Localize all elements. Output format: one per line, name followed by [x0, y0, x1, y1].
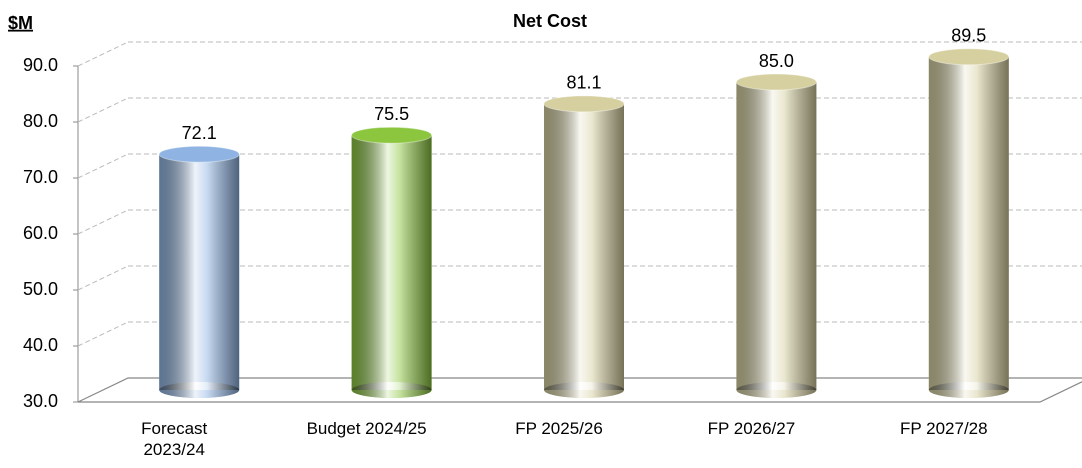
y-tick-label: 30.0: [23, 391, 58, 411]
x-tick-label: Forecast 2023/24: [141, 419, 208, 459]
x-tick-label: Budget 2024/25: [306, 419, 427, 438]
grid-line: [77, 97, 129, 123]
bar-shade: [736, 82, 817, 390]
bar-shade: [159, 154, 240, 390]
y-tick-label: 80.0: [23, 111, 58, 131]
bar-shade: [928, 56, 1009, 391]
grid-line: [77, 209, 129, 235]
bar-top: [543, 95, 625, 113]
y-tick-label: 90.0: [23, 55, 58, 75]
floor: [77, 377, 1082, 403]
bar-top: [158, 145, 240, 163]
grid-line: [77, 41, 129, 67]
data-label: 75.5: [374, 104, 409, 124]
data-label: 72.1: [182, 123, 217, 143]
bar-shade: [351, 135, 432, 390]
bar-top: [735, 73, 817, 91]
grid-line: [77, 153, 129, 179]
bar-shade: [544, 103, 624, 390]
data-label: 89.5: [951, 26, 986, 46]
x-tick-label: FP 2026/27: [707, 419, 796, 438]
bar-top: [928, 48, 1010, 66]
y-axis-label: $M: [8, 13, 33, 33]
x-tick-label: FP 2025/26: [515, 419, 603, 438]
y-tick-label: 40.0: [23, 335, 58, 355]
bar-top: [351, 126, 433, 144]
data-label: 81.1: [566, 73, 601, 93]
chart-title: Net Cost: [513, 11, 587, 31]
grid-line: [77, 265, 129, 291]
data-label: 85.0: [759, 51, 794, 71]
y-tick-label: 70.0: [23, 167, 58, 187]
y-tick-label: 50.0: [23, 279, 58, 299]
grid-line: [77, 321, 129, 347]
x-tick-label: FP 2027/28: [900, 419, 988, 438]
y-tick-label: 60.0: [23, 223, 58, 243]
